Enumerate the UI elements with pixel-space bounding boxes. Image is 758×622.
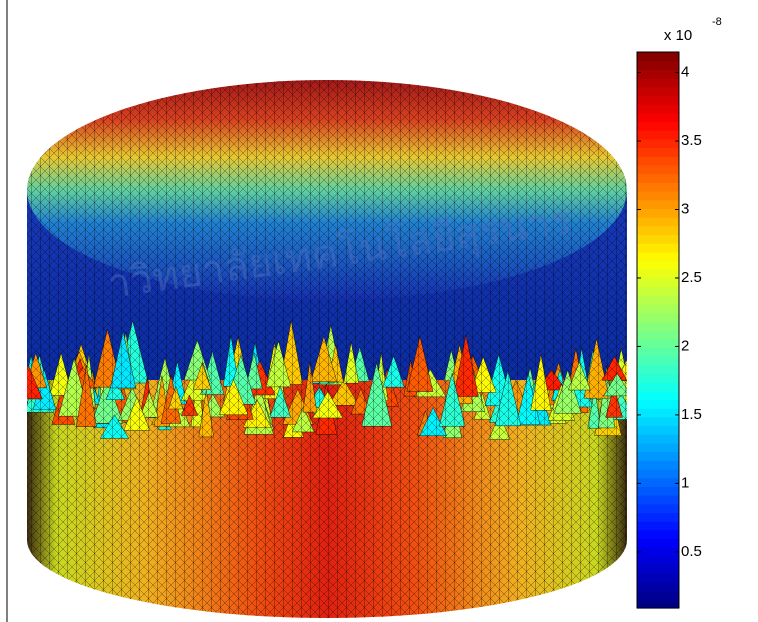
colorbar-tick-label: 4: [681, 64, 689, 81]
colorbar-cell: [637, 287, 679, 296]
colorbar-cell: [637, 95, 679, 104]
colorbar-cell: [637, 400, 679, 409]
colorbar-cell: [637, 69, 679, 78]
figure: าวิทยาลัยเทคโนโลยีสุรนาร 0.511.522.533.5…: [0, 0, 758, 622]
colorbar-cell: [637, 469, 679, 478]
colorbar-cell: [637, 495, 679, 504]
colorbar-cell: [637, 591, 679, 600]
colorbar-cell: [637, 252, 679, 261]
colorbar-cell: [637, 217, 679, 226]
colorbar-cell: [637, 547, 679, 556]
colorbar-cell: [637, 113, 679, 122]
colorbar-cell: [637, 243, 679, 252]
colorbar-cell: [637, 339, 679, 348]
colorbar-cell: [637, 61, 679, 70]
colorbar-cell: [637, 443, 679, 452]
colorbar-cell: [637, 165, 679, 174]
colorbar-cell: [637, 278, 679, 287]
colorbar-tick-label: 2.5: [681, 269, 702, 286]
colorbar-cell: [637, 122, 679, 131]
colorbar-cell: [637, 460, 679, 469]
colorbar-cell: [637, 565, 679, 574]
colorbar-cell: [637, 417, 679, 426]
colorbar-cell: [637, 347, 679, 356]
colorbar-cell: [637, 512, 679, 521]
colorbar-cell: [637, 504, 679, 513]
colorbar-cell: [637, 78, 679, 87]
colorbar-cell: [637, 573, 679, 582]
colorbar-cell: [637, 321, 679, 330]
colorbar: 0.5 1 1.5 2 2.5 3 3.5 4: [637, 52, 702, 609]
colorbar-cell: [637, 87, 679, 96]
colorbar-tick-label: 3.5: [681, 132, 702, 149]
colorbar-cell: [637, 261, 679, 270]
colorbar-cell: [637, 599, 679, 608]
colorbar-cell: [637, 130, 679, 139]
colorbar-cell: [637, 295, 679, 304]
colorbar-cell: [637, 191, 679, 200]
colorbar-cell: [637, 52, 679, 61]
colorbar-cell: [637, 174, 679, 183]
colorbar-cell: [637, 426, 679, 435]
colorbar-cell: [637, 156, 679, 165]
colorbar-cell: [637, 521, 679, 530]
colorbar-cell: [637, 104, 679, 113]
colorbar-cell: [637, 382, 679, 391]
colorbar-cell: [637, 486, 679, 495]
colorbar-cell: [637, 330, 679, 339]
colorbar-tick-label: 1: [681, 474, 689, 491]
colorbar-cell: [637, 478, 679, 487]
colorbar-cell: [637, 391, 679, 400]
colorbar-cell: [637, 182, 679, 191]
colorbar-cell: [637, 356, 679, 365]
colorbar-cell: [637, 304, 679, 313]
colorbar-cell: [637, 148, 679, 157]
colorbar-cell: [637, 269, 679, 278]
colorbar-cell: [637, 226, 679, 235]
colorbar-tick-label: 2: [681, 337, 689, 354]
colorbar-cell: [637, 234, 679, 243]
colorbar-cell: [637, 434, 679, 443]
colorbar-tick-label: 3: [681, 200, 689, 217]
colorbar-cell: [637, 208, 679, 217]
colorbar-tick-label: 1.5: [681, 406, 702, 423]
colorbar-cell: [637, 373, 679, 382]
colorbar-cell: [637, 556, 679, 565]
colorbar-cell: [637, 530, 679, 539]
colorbar-cell: [637, 452, 679, 461]
colorbar-tick-label: 0.5: [681, 543, 702, 560]
colorbar-cell: [637, 408, 679, 417]
colorbar-cell: [637, 139, 679, 148]
colorbar-cell: [637, 365, 679, 374]
colorbar-exponent: -8: [712, 16, 722, 28]
colorbar-cell: [637, 582, 679, 591]
colorbar-cell: [637, 539, 679, 548]
colorbar-cell: [637, 200, 679, 209]
colorbar-cell: [637, 313, 679, 322]
colorbar-multiplier: x 10: [664, 27, 692, 44]
